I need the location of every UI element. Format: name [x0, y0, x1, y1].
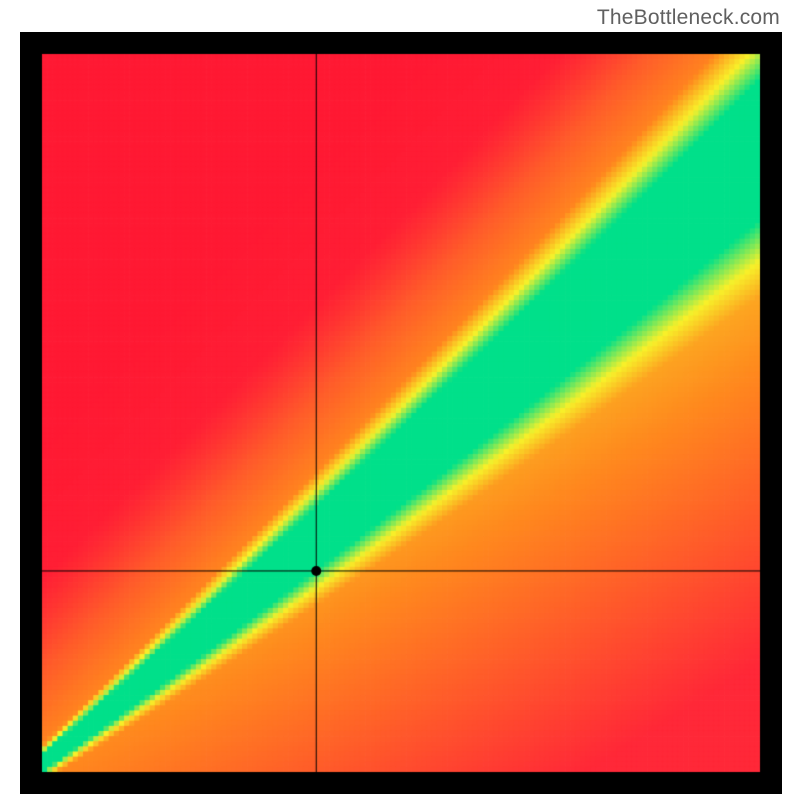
watermark-text: TheBottleneck.com — [597, 6, 780, 30]
bottleneck-heatmap — [20, 32, 782, 794]
heatmap-canvas — [20, 32, 782, 794]
